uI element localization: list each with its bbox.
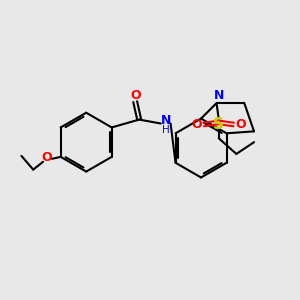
Text: O: O — [42, 152, 52, 164]
Text: O: O — [192, 118, 203, 131]
Text: N: N — [160, 114, 171, 127]
Text: O: O — [235, 118, 246, 131]
Text: N: N — [214, 88, 224, 101]
Text: O: O — [130, 88, 141, 101]
Text: H: H — [162, 125, 170, 135]
Text: S: S — [213, 117, 224, 132]
